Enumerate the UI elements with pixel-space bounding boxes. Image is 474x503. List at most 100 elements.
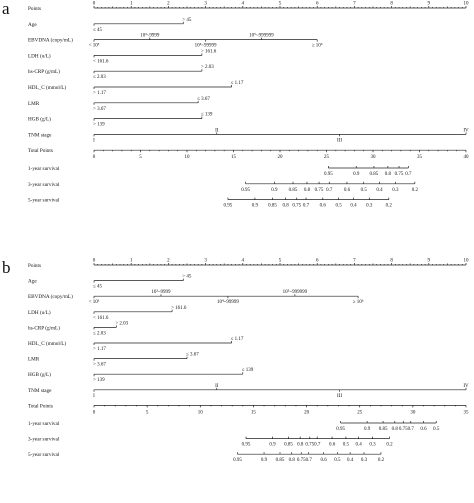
row-label: EBVDNA (copy/mL) (28, 37, 73, 44)
predictor-tick-label: ≤ 1.17 (231, 81, 244, 86)
predictor-tick-label: 10⁵~999999 (283, 289, 308, 295)
total-points-tick-label: 20 (304, 410, 310, 415)
row-label: Age (28, 279, 37, 285)
survival-tick-label: 0.4 (347, 458, 354, 463)
points-tick-label: 4 (242, 2, 245, 7)
survival-tick-label: 0.85 (284, 443, 293, 448)
row-label: LDH (u/L) (28, 52, 51, 59)
points-tick-label: 5 (279, 2, 282, 7)
predictor-tick-label: ≤ 45 (93, 28, 102, 33)
predictor-tick-label: ≤ 139 (242, 368, 254, 373)
row-label: HGB (g/L) (28, 116, 51, 123)
predictor-tick-label: ≤ 3.67 (186, 353, 199, 358)
survival-tick-label: 0.2 (378, 458, 385, 463)
survival-tick-label: 0.7 (306, 458, 313, 463)
total-points-tick-label: 35 (464, 410, 470, 415)
row-label: HGB (g/L) (28, 371, 51, 378)
survival-tick-label: 0.85 (289, 188, 298, 193)
total-points-tick-label: 30 (371, 155, 377, 160)
predictor-tick-label: > 1.17 (93, 91, 106, 96)
survival-tick-label: 0.7 (326, 188, 333, 193)
points-tick-label: 10 (464, 2, 470, 7)
row-label: TNM stage (28, 132, 52, 138)
predictor-tick-label: > 2.03 (115, 321, 128, 326)
survival-tick-label: 0.7 (303, 204, 310, 209)
survival-tick-label: 0.7 (314, 443, 321, 448)
survival-tick-label: 0.95 (336, 427, 345, 432)
row-label: LMR (28, 357, 40, 363)
predictor-tick-label: > 45 (182, 18, 192, 23)
predictor-tick-label: II (215, 384, 219, 389)
total-points-tick-label: 0 (93, 410, 96, 415)
survival-row-label: 5-year survival (28, 452, 60, 458)
survival-tick-label: 0.4 (350, 204, 357, 209)
predictor-tick-label: III (337, 394, 342, 399)
survival-tick-label: 0.4 (356, 443, 363, 448)
predictor-tick-label: 10³~9999 (140, 33, 160, 39)
survival-row-label: 1-year survival (28, 421, 60, 427)
survival-tick-label: 0.75 (305, 443, 314, 448)
points-tick-label: 2 (167, 2, 170, 7)
points-tick-label: 1 (130, 2, 133, 7)
survival-tick-label: 0.85 (370, 172, 379, 177)
survival-tick-label: 0.7 (405, 172, 412, 177)
survival-tick-label: 0.9 (269, 443, 276, 448)
survival-tick-label: 0.85 (268, 204, 277, 209)
points-tick-label: 3 (204, 2, 207, 7)
survival-tick-label: 0.2 (386, 443, 393, 448)
survival-tick-label: 0.9 (364, 427, 371, 432)
survival-tick-label: 0.2 (412, 188, 419, 193)
predictor-tick-label: < 161.6 (93, 316, 109, 321)
survival-tick-label: 0.5 (334, 458, 341, 463)
row-label: TNM stage (28, 388, 52, 394)
survival-tick-label: 0.6 (329, 443, 336, 448)
survival-tick-label: 0.6 (420, 427, 427, 432)
total-points-tick-label: 20 (278, 155, 284, 160)
survival-tick-label: 0.9 (271, 188, 278, 193)
predictor-tick-label: > 1.17 (93, 347, 106, 352)
predictor-tick-label: 10⁴~99999 (217, 299, 239, 305)
panel-label-b: b (2, 258, 11, 277)
total-points-tick-label: 10 (198, 410, 204, 415)
survival-tick-label: 0.85 (276, 458, 285, 463)
panel-label-a: a (2, 0, 10, 18)
survival-tick-label: 0.6 (344, 188, 351, 193)
survival-tick-label: 0.9 (353, 172, 360, 177)
survival-tick-label: 0.5 (335, 204, 342, 209)
predictor-tick-label: I (93, 138, 95, 143)
predictor-tick-label: ≤ 45 (93, 285, 102, 290)
predictor-tick-label: > 161.6 (171, 306, 187, 311)
survival-row-label: 5-year survival (28, 198, 60, 204)
points-tick-label: 4 (242, 259, 245, 264)
row-label: hs-CRP (g/mL) (28, 68, 60, 75)
predictor-tick-label: > 45 (182, 275, 192, 280)
total-points-tick-label: 5 (146, 410, 149, 415)
predictor-tick-label: < 10³ (89, 43, 100, 49)
predictor-tick-label: ≤ 1.17 (231, 337, 244, 342)
survival-tick-label: 0.95 (242, 443, 251, 448)
predictor-tick-label: > 161.6 (201, 49, 217, 54)
survival-row-label: 3-year survival (28, 437, 60, 443)
row-label: hs-CRP (g/mL) (28, 324, 60, 331)
predictor-tick-label: > 3.67 (93, 363, 106, 368)
survival-tick-label: 0.75 (292, 204, 301, 209)
survival-tick-label: 0.95 (233, 458, 242, 463)
points-tick-label: 9 (428, 2, 431, 7)
total-points-tick-label: 25 (324, 155, 330, 160)
survival-tick-label: 0.75 (297, 458, 306, 463)
predictor-tick-label: ≤ 139 (201, 113, 213, 118)
predictor-tick-label: > 139 (93, 378, 105, 383)
total-points-tick-label: 15 (251, 410, 257, 415)
predictor-tick-label: II (215, 128, 219, 133)
predictor-tick-label: ≥ 10⁶ (312, 43, 323, 49)
predictor-tick-label: 10⁵~999999 (249, 33, 274, 39)
row-label: LDH (u/L) (28, 309, 51, 316)
survival-tick-label: 0.5 (433, 427, 440, 432)
predictor-tick-label: I (93, 394, 95, 399)
predictor-tick-label: ≤ 3.67 (197, 97, 210, 102)
predictor-tick-label: ≤ 2.03 (93, 331, 106, 336)
survival-row-label: 1-year survival (28, 166, 60, 172)
points-tick-label: 1 (130, 259, 133, 264)
predictor-tick-label: > 2.03 (201, 65, 214, 70)
survival-tick-label: 0.2 (386, 204, 393, 209)
